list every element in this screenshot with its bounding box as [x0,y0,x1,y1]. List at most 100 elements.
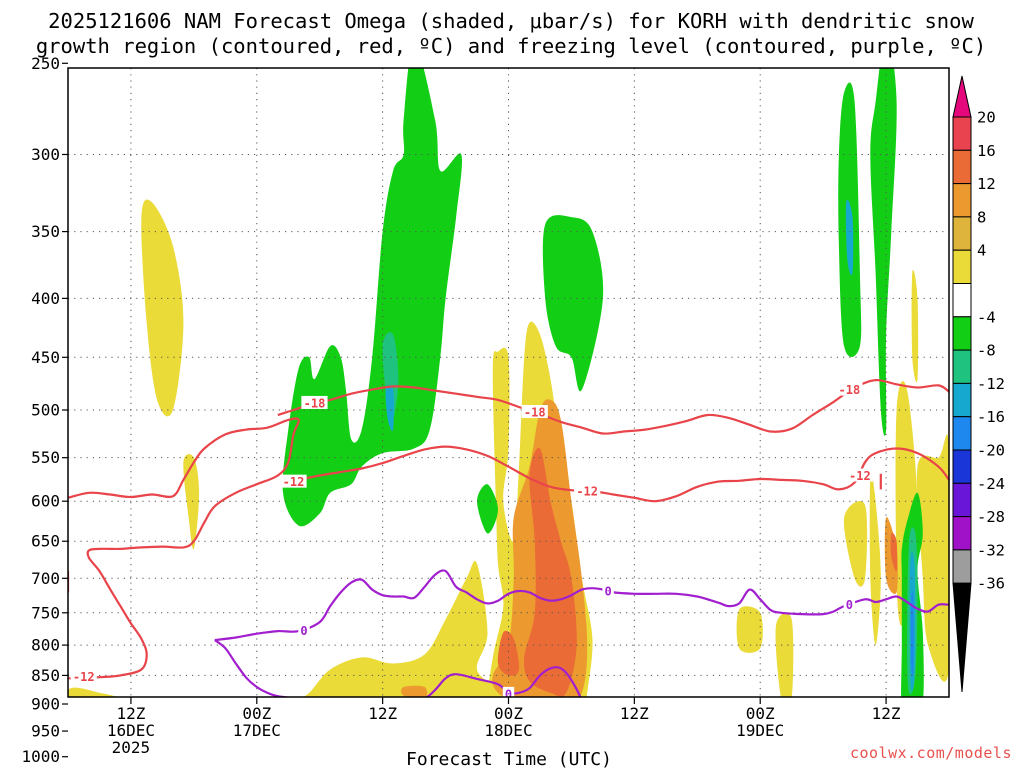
colorbar-segment [952,249,972,284]
colorbar-segment [952,316,972,351]
colorbar-segment [952,516,972,551]
x-tick-label: 00Z [746,704,775,723]
dgz-contour [68,417,300,680]
y-tick-label: 850 [31,666,60,685]
colorbar-segment [952,382,972,418]
colorbar-label: 8 [977,208,986,226]
freezing-level-contours [214,569,949,750]
contour-label-bg [574,484,601,498]
colorbar-segment [952,183,972,218]
x-tick-label: 12Z [368,704,397,723]
contour-label-bg [521,404,548,418]
omega-shading [68,68,949,697]
contour-label-bg [280,474,307,488]
omega-region-plus-6 [911,269,919,383]
colorbar-label: -12 [977,375,1005,393]
freezing-contour [455,704,499,720]
y-tick-label: 550 [31,448,60,467]
omega-region-minus-6 [477,484,498,534]
x-tick-label: 12Z [872,704,901,723]
contour-label: -12 [849,469,871,483]
colorbar-label: -32 [977,541,1005,559]
y-tick-label: 900 [31,695,60,714]
omega-region-plus-6 [916,434,949,682]
y-tick-label: 650 [31,532,60,551]
colorbar-segment [952,216,972,251]
colorbar-label: -4 [977,308,996,326]
omega-region-plus-6 [736,606,763,653]
y-tick-label: 1000 [21,747,60,766]
omega-colorbar: 20 16 12 8 4 -4 -8 -12 -16 -20 -24 -28 -32 -36 [952,75,1005,693]
omega-region-minus-14 [385,385,394,432]
colorbar-label: 20 [977,109,996,127]
y-tick-label: 700 [31,569,60,588]
colorbar-label: 12 [977,175,996,193]
colorbar-label: -36 [977,575,1005,593]
omega-region-plus-6 [68,687,119,697]
omega-region-minus-10 [382,332,399,423]
colorbar-segment [952,549,972,584]
colorbar-label: -16 [977,408,1005,426]
omega-region-plus-6 [775,612,794,697]
omega-region-minus-14 [845,199,854,276]
contour-label: 0 [605,584,612,598]
y-tick-label: 500 [31,401,60,420]
y-tick-label: 450 [31,348,60,367]
chart-title-line-1: 2025121606 NAM Forecast Omega (shaded, μ… [48,9,974,33]
omega-region-minus-6 [870,68,897,436]
colorbar-segment [952,416,972,451]
x-axis-title: Forecast Time (UTC) [406,749,612,768]
omega-region-plus-10 [400,685,428,697]
contour-label-bg [301,395,328,409]
y-tick-label: 600 [31,492,60,511]
chart-title-line-2: growth region (contoured, red, ºC) and f… [36,34,986,58]
credit-text: coolwx.com/models [850,744,1012,762]
colorbar-segment [952,449,972,484]
x-tick-label: 00Z [242,704,271,723]
contour-label: 0 [505,687,512,701]
x-tick-label: 16DEC [107,721,155,740]
omega-region-plus-14 [497,630,520,676]
x-tick-label: 17DEC [233,721,281,740]
colorbar-label: -24 [977,475,1005,493]
contour-label: -18 [304,396,326,410]
contour-label-bg [502,686,515,697]
plot-area: -18 -18 -18 -12 -12 -12 -12 0 0 0 0 [68,68,949,750]
contour-labels: -18 -18 -18 -12 -12 -12 -12 0 0 0 0 [70,382,873,701]
omega-region-plus-14 [524,447,577,697]
colorbar-top-arrow [952,75,972,118]
contour-label-bg [70,669,97,683]
omega-region-plus-6 [843,501,868,587]
omega-region-minus-6 [542,215,604,392]
contour-label-bg [298,623,310,637]
contour-label: -12 [576,485,598,499]
x-tick-label: 18DEC [484,721,532,740]
contour-label: -12 [73,670,95,684]
freezing-contour [214,569,949,642]
dotted-gridlines [68,68,949,697]
y-axis-ticks: 250 300 350 400 450 500 550 600 650 700 750 800 850 9… [21,54,68,766]
omega-region-minus-6 [282,68,462,527]
colorbar-segment [952,349,972,384]
contour-label: 0 [846,598,853,612]
y-tick-label: 350 [31,222,60,241]
y-tick-label: 950 [31,722,60,741]
contour-label: 0 [300,624,307,638]
omega-region-plus-6 [303,560,499,697]
contour-label-bg [602,583,614,597]
colorbar-segment [952,149,972,185]
y-tick-label: 300 [31,145,60,164]
contour-label-bg [846,468,873,482]
y-tick-label: 400 [31,289,60,308]
colorbar-bottom-arrow [952,582,972,693]
colorbar-label: -20 [977,442,1005,460]
omega-region-minus-18 [910,590,914,676]
y-tick-label: 250 [31,54,60,73]
freezing-contour [435,711,739,750]
y-tick-label: 750 [31,603,60,622]
contour-label-bg [843,597,856,611]
contour-label: -18 [839,383,861,397]
x-tick-label: 19DEC [736,721,784,740]
colorbar-segment [952,482,972,518]
